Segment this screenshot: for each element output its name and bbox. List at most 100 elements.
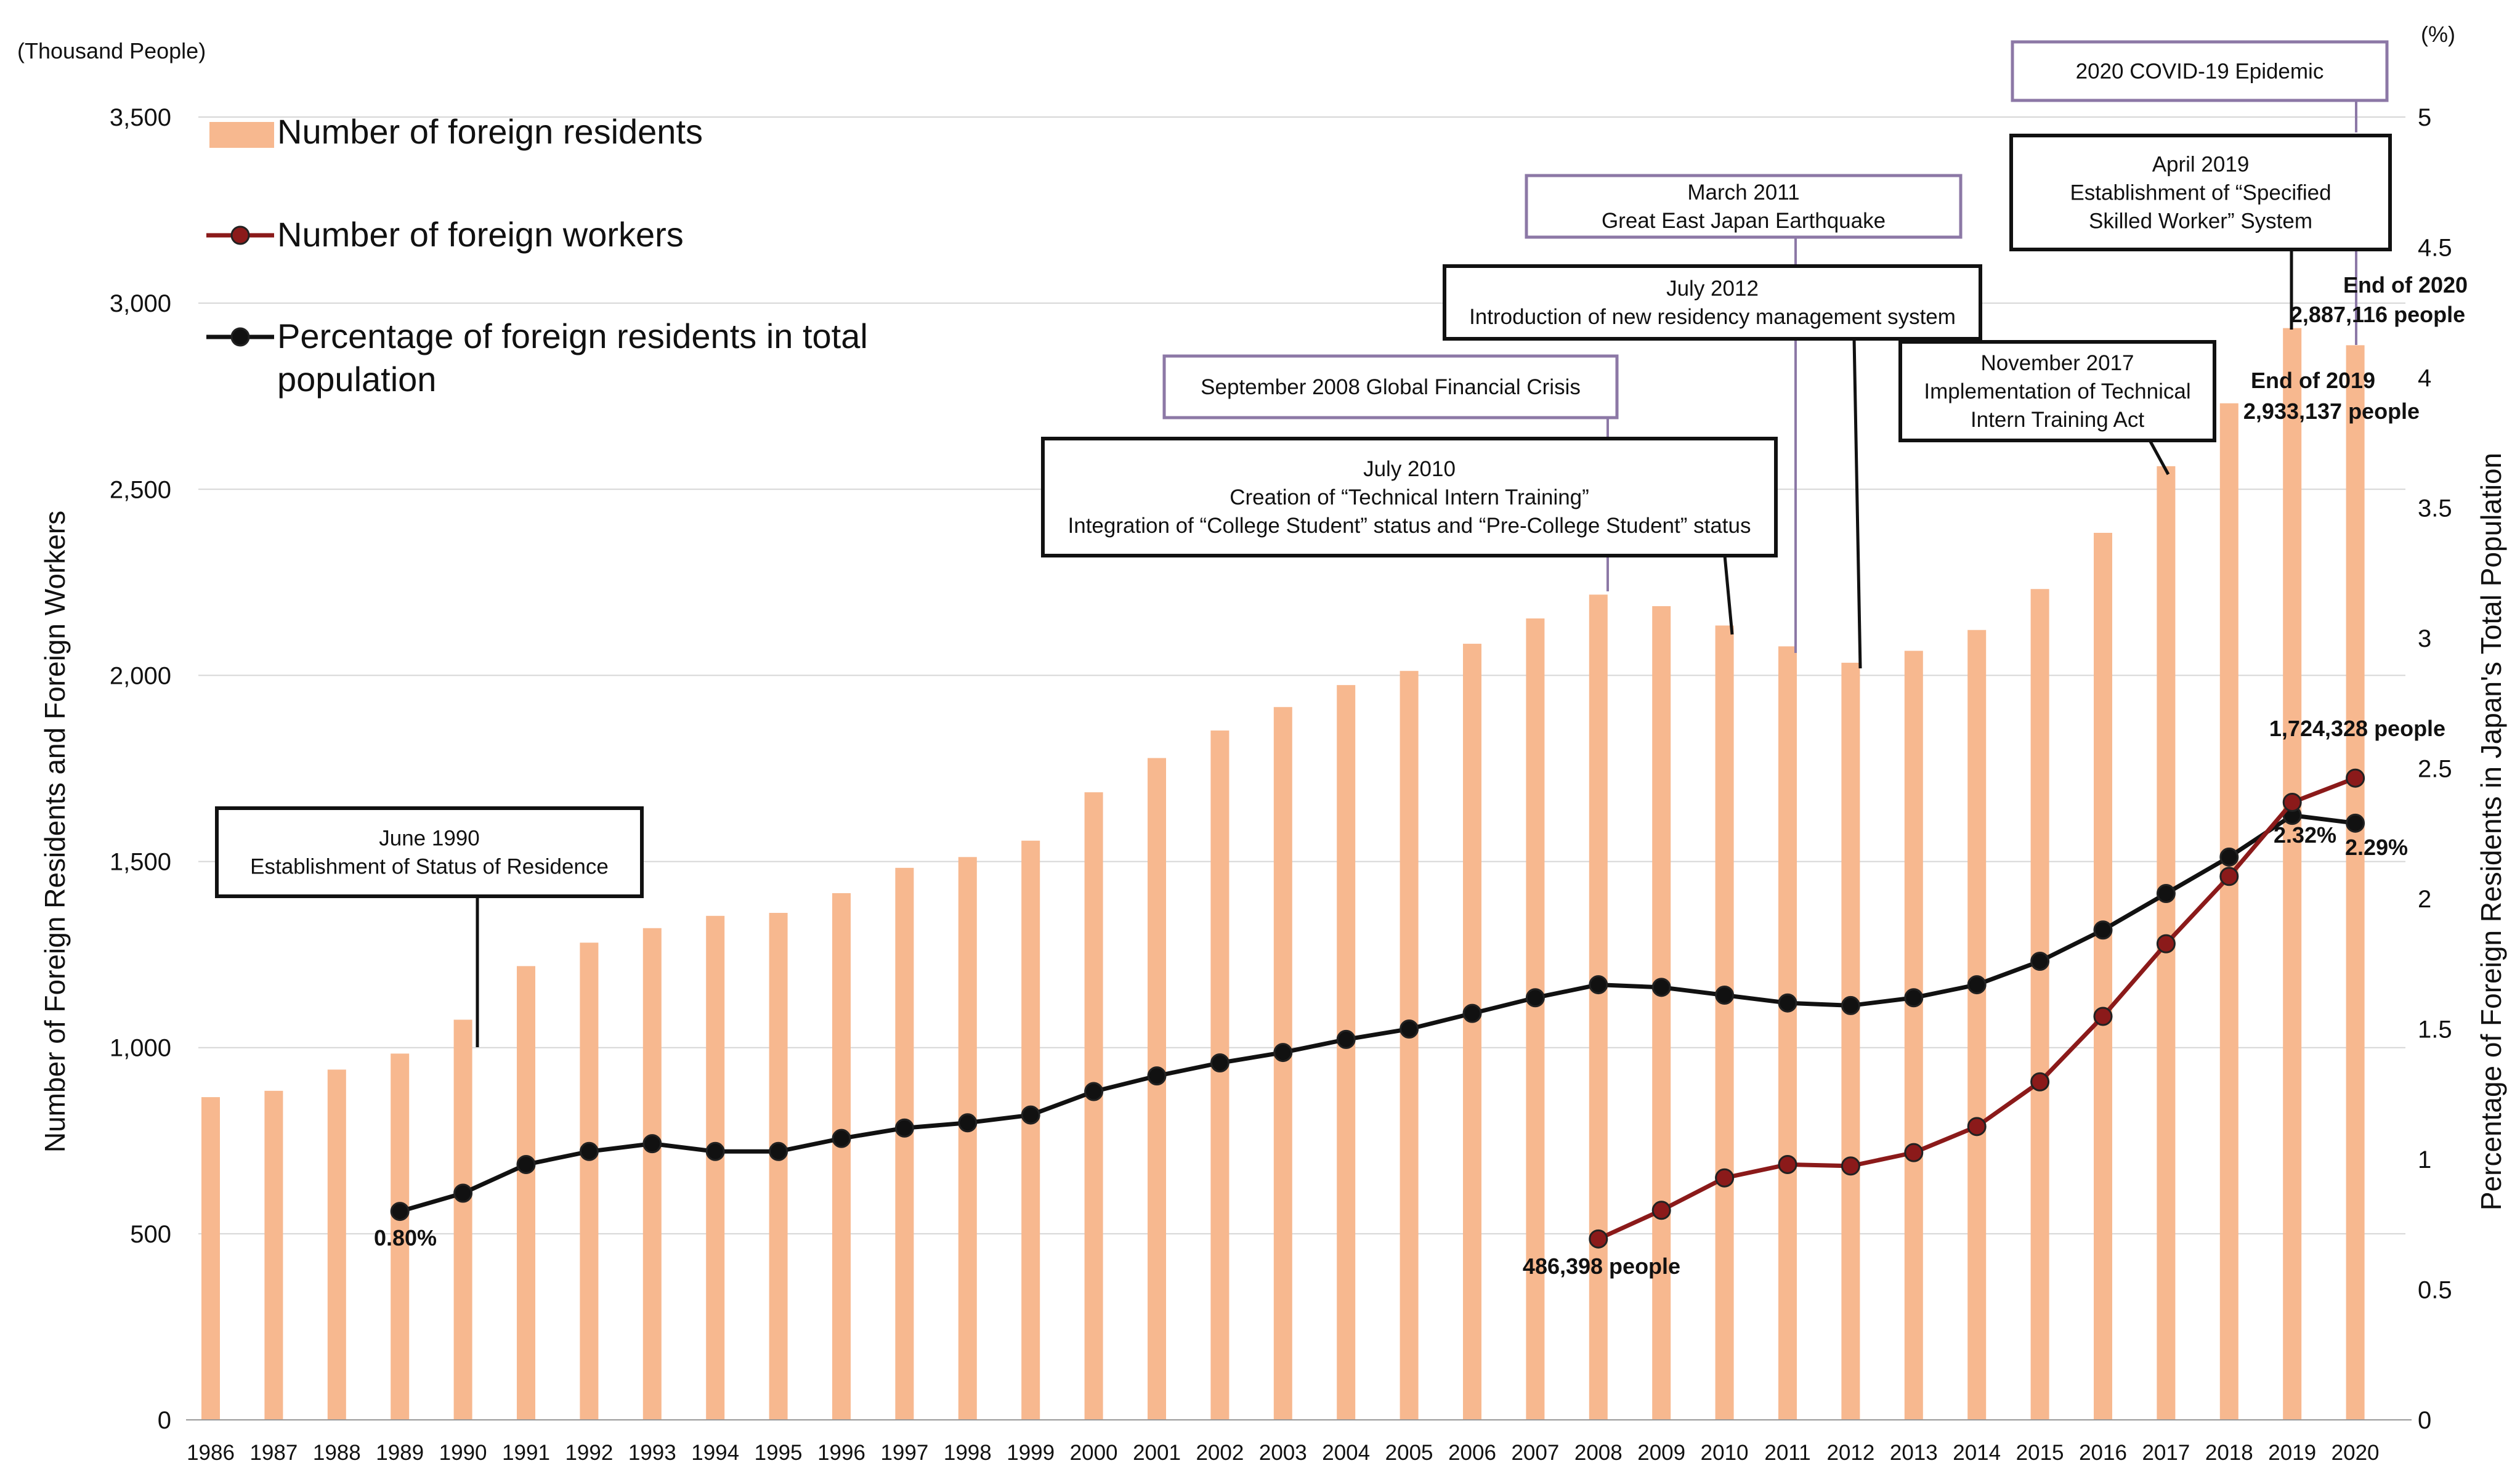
annotation-box-y2012 bbox=[1443, 264, 1982, 341]
foreign-workers-point-2012 bbox=[1841, 1156, 1860, 1176]
annotation-text-y2010-2: Creation of “Technical Intern Training” bbox=[1230, 485, 1589, 509]
legend-marker-pct bbox=[230, 327, 250, 347]
annotation-text-y2019-2: Establishment of “Specified bbox=[2070, 181, 2331, 205]
annotation-text-y2017-2: Implementation of Technical bbox=[1924, 379, 2190, 403]
x-tick-label: 1990 bbox=[439, 1441, 487, 1465]
pct-population-point-2002 bbox=[1210, 1053, 1230, 1072]
y-right-tick-label: 3 bbox=[2418, 625, 2431, 652]
foreign-workers-point-2019 bbox=[2282, 792, 2302, 812]
x-tick-label: 1991 bbox=[502, 1441, 550, 1465]
axes: 0 500 1,000 1,500 2,000 2,500 3,000 3,500 0 0.5 1 1… bbox=[17, 22, 2507, 1465]
pct-population-point-2003 bbox=[1273, 1043, 1293, 1063]
x-tick-label: 1992 bbox=[565, 1441, 613, 1465]
y-right-tick-label: 1.5 bbox=[2418, 1016, 2452, 1043]
y-right-axis-title: Percentage of Foreign Residents in Japan… bbox=[2475, 453, 2507, 1210]
pct-population-point-2005 bbox=[1400, 1019, 1419, 1039]
y-left-axis-title: Number of Foreign Residents and Foreign … bbox=[39, 511, 71, 1153]
y-right-tick-label: 5 bbox=[2418, 104, 2431, 131]
annotation-boxes: June 1990 Establishment of Status of Resi… bbox=[215, 40, 2392, 898]
x-tick-label: 2005 bbox=[1385, 1441, 1433, 1465]
bar-foreign-residents-2008 bbox=[1589, 594, 1608, 1420]
pct-population-point-2004 bbox=[1336, 1029, 1356, 1049]
y-left-tick-label: 0 bbox=[158, 1407, 171, 1434]
x-tick-label: 2012 bbox=[1826, 1441, 1874, 1465]
foreign-workers-point-2015 bbox=[2030, 1072, 2050, 1092]
foreign-workers-point-2010 bbox=[1715, 1168, 1735, 1188]
annotation-box-y2008 bbox=[1162, 354, 1619, 419]
data-label-workers-2008: 486,398 people bbox=[1523, 1254, 1680, 1279]
bar-foreign-residents-1989 bbox=[391, 1053, 410, 1420]
annotation-text-y2008-1: September 2008 Global Financial Crisis bbox=[1201, 375, 1581, 399]
pct-population-point-1989 bbox=[390, 1202, 410, 1222]
y-left-tick-label: 2,000 bbox=[110, 662, 171, 689]
pct-population-point-2008 bbox=[1589, 975, 1608, 995]
pct-population-point-2011 bbox=[1778, 993, 1797, 1013]
x-tick-label: 2015 bbox=[2016, 1441, 2064, 1465]
pct-population-point-2017 bbox=[2156, 884, 2176, 904]
y-right-tick-label: 2.5 bbox=[2418, 756, 2452, 783]
x-tick-label: 1996 bbox=[817, 1441, 865, 1465]
x-tick-label: 1989 bbox=[376, 1441, 424, 1465]
bar-foreign-residents-1988 bbox=[327, 1069, 346, 1420]
foreign-workers-point-2016 bbox=[2093, 1007, 2113, 1026]
bar-foreign-residents-1994 bbox=[706, 915, 725, 1420]
x-tick-label: 2014 bbox=[1953, 1441, 2001, 1465]
pct-population-point-2020 bbox=[2346, 813, 2365, 833]
bar-foreign-residents-2016 bbox=[2094, 532, 2112, 1420]
annotation-text-y1990-1: June 1990 bbox=[379, 827, 479, 851]
annotation-text-y2019-3: Skilled Worker” System bbox=[2089, 209, 2312, 233]
data-label-pct-2019: 2.32% bbox=[2274, 822, 2336, 848]
y-left-tick-label: 1,000 bbox=[110, 1035, 171, 1062]
right-axis-unit: (%) bbox=[2421, 22, 2455, 47]
pct-population-point-2001 bbox=[1147, 1066, 1167, 1086]
bar-foreign-residents-1995 bbox=[769, 912, 788, 1420]
x-tick-label: 2008 bbox=[1574, 1441, 1623, 1465]
x-tick-label: 1988 bbox=[313, 1441, 361, 1465]
x-tick-label: 2017 bbox=[2142, 1441, 2190, 1465]
pct-population-line bbox=[399, 813, 2356, 1214]
pct-population-point-1996 bbox=[832, 1128, 851, 1148]
annotation-box-y2020 bbox=[2011, 40, 2389, 102]
annotation-text-y2011-1: March 2011 bbox=[1687, 180, 1799, 205]
pct-population-point-2007 bbox=[1525, 988, 1545, 1008]
pct-population-point-2010 bbox=[1715, 986, 1735, 1005]
pct-population-point-2014 bbox=[1967, 975, 1987, 995]
annotation-box-y2017 bbox=[1898, 340, 2216, 442]
x-tick-label: 2009 bbox=[1637, 1441, 1685, 1465]
legend: Number of foreign residents Number of for… bbox=[206, 112, 868, 399]
foreign-workers-point-2018 bbox=[2219, 867, 2239, 886]
x-tick-label: 2011 bbox=[1764, 1441, 1810, 1465]
bar-foreign-residents-2001 bbox=[1148, 758, 1166, 1420]
pct-population-point-2013 bbox=[1904, 988, 1924, 1008]
bar-foreign-residents-1999 bbox=[1021, 840, 1040, 1420]
foreign-workers-point-2008 bbox=[1589, 1229, 1608, 1249]
bar-foreign-residents-2015 bbox=[2030, 589, 2049, 1420]
data-label-residents-2019-value: 2,933,137 people bbox=[2243, 399, 2420, 424]
pct-population-point-1993 bbox=[642, 1134, 662, 1154]
bar-foreign-residents-2007 bbox=[1526, 618, 1545, 1420]
data-label-residents-2020-title: End of 2020 bbox=[2343, 272, 2468, 298]
data-label-residents-2019-title: End of 2019 bbox=[2251, 368, 2375, 393]
bar-foreign-residents-2006 bbox=[1463, 644, 1481, 1420]
pct-population-point-2016 bbox=[2093, 920, 2113, 940]
foreign-workers-point-2017 bbox=[2156, 934, 2176, 954]
x-tick-label: 2000 bbox=[1070, 1441, 1118, 1465]
foreign-workers-point-2020 bbox=[2346, 768, 2365, 788]
bar-foreign-residents-1992 bbox=[580, 942, 599, 1420]
y-right-tick-label: 4 bbox=[2418, 365, 2431, 392]
data-labels: 0.80% 486,398 people 1,724,328 people 2.32%… bbox=[374, 272, 2468, 1279]
x-tick-label: 1994 bbox=[691, 1441, 739, 1465]
data-label-pct-2020: 2.29% bbox=[2345, 835, 2408, 860]
bars-foreign-residents bbox=[201, 328, 2365, 1420]
annotation-text-y2011-2: Great East Japan Earthquake bbox=[1602, 209, 1886, 233]
y-right-tick-label: 2 bbox=[2418, 886, 2431, 913]
pct-population-point-1995 bbox=[769, 1141, 788, 1161]
bar-foreign-residents-1997 bbox=[895, 867, 914, 1420]
annotation-text-y2019-1: April 2019 bbox=[2152, 153, 2250, 177]
pct-population-point-2009 bbox=[1651, 978, 1671, 997]
x-tick-label: 2004 bbox=[1322, 1441, 1370, 1465]
foreign-workers-point-2009 bbox=[1651, 1201, 1671, 1220]
pct-population-point-2012 bbox=[1841, 995, 1860, 1015]
annotation-text-y2020-1: 2020 COVID-19 Epidemic bbox=[2076, 60, 2324, 84]
y-right-tick-label: 3.5 bbox=[2418, 495, 2452, 522]
